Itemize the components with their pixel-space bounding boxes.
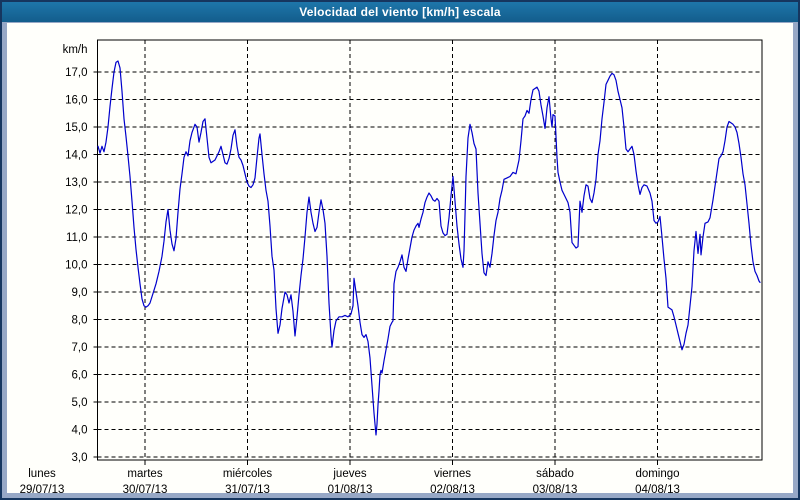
window-title: Velocidad del viento [km/h] escala: [299, 5, 501, 19]
day-name-label: martes: [127, 468, 162, 480]
y-tick-label: 15,0: [65, 122, 87, 134]
y-tick-label: 9,0: [72, 287, 88, 299]
y-tick-label: 16,0: [65, 95, 87, 107]
day-date-label: 31/07/13: [225, 484, 270, 496]
day-date-label: 30/07/13: [123, 484, 168, 496]
day-date-label: 01/08/13: [328, 484, 373, 496]
day-name-label: viernes: [434, 468, 471, 480]
day-name-label: miércoles: [223, 468, 272, 480]
y-tick-label: 17,0: [65, 67, 87, 79]
day-date-label: 04/08/13: [635, 484, 680, 496]
y-tick-label: 12,0: [65, 205, 87, 217]
day-date-label: 29/07/13: [20, 484, 65, 496]
y-axis-unit-label: km/h: [63, 44, 88, 56]
window-title-bar: Velocidad del viento [km/h] escala: [2, 2, 798, 22]
y-tick-label: 5,0: [72, 397, 88, 409]
y-tick-label: 14,0: [65, 150, 87, 162]
y-tick-label: 8,0: [72, 315, 88, 327]
day-date-label: 02/08/13: [430, 484, 475, 496]
y-tick-label: 3,0: [72, 452, 88, 464]
y-tick-label: 10,0: [65, 260, 87, 272]
y-tick-label: 11,0: [66, 232, 88, 244]
day-name-label: sábado: [536, 468, 574, 480]
y-tick-label: 4,0: [72, 425, 88, 437]
day-name-label: lunes: [28, 468, 56, 480]
day-date-label: 03/08/13: [533, 484, 578, 496]
wind-speed-line: [97, 60, 761, 436]
day-name-label: domingo: [635, 468, 679, 480]
plot-border: [97, 39, 763, 461]
y-tick-label: 7,0: [72, 342, 88, 354]
y-tick-label: 13,0: [65, 177, 87, 189]
day-name-label: jueves: [332, 468, 366, 480]
y-tick-label: 6,0: [72, 370, 88, 382]
